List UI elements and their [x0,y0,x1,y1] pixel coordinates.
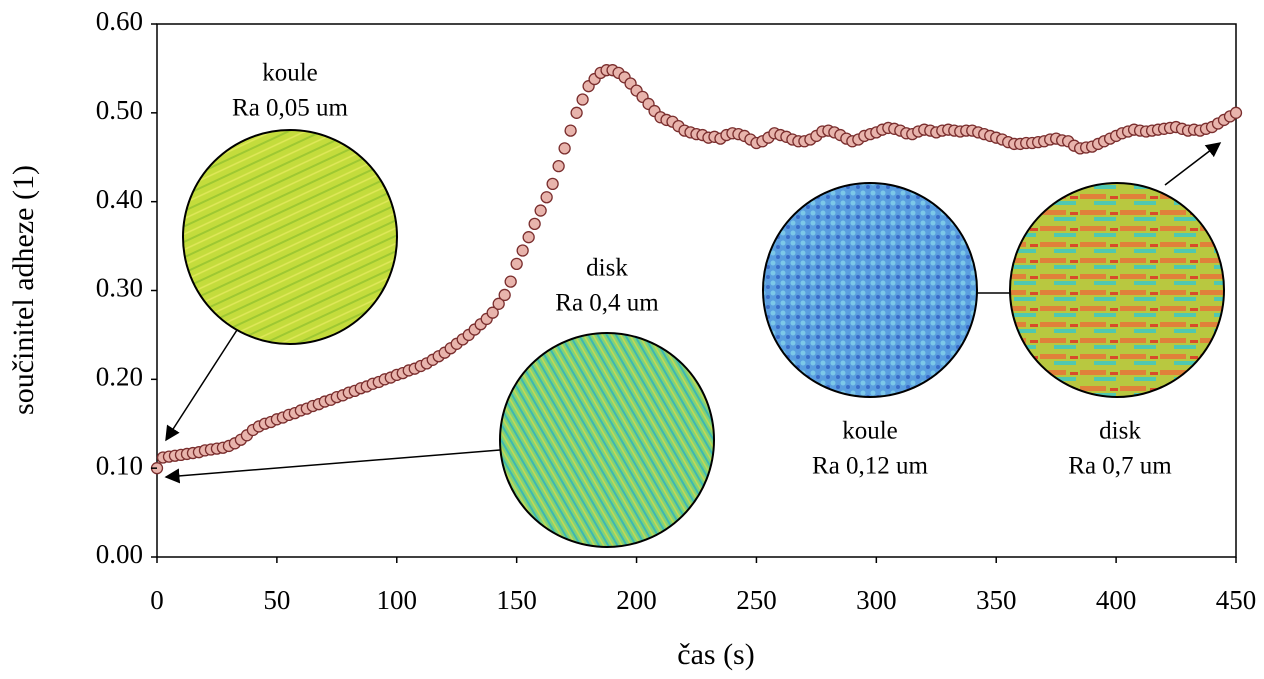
annotation: disk [1099,418,1141,445]
arrow [164,449,501,484]
x-tick-label: 0 [150,585,164,615]
x-tick-label: 100 [377,585,418,615]
x-tick-label: 200 [616,585,657,615]
insets [164,129,1225,548]
marker [546,177,559,191]
marker [492,297,505,310]
annotation: Ra 0,12 um [812,453,929,480]
y-axis-title: součinitel adheze (1) [7,165,40,415]
x-tick-label: 150 [496,585,537,615]
y-tick-label: 0.60 [96,6,143,36]
marker [486,306,499,319]
annotation: koule [842,418,898,445]
y-tick-label: 0.40 [96,184,143,214]
marker [558,142,571,155]
arrow [165,329,238,442]
marker [576,93,589,106]
marker [552,159,565,173]
annotation: disk [586,255,628,282]
marker [570,106,583,119]
markers [150,64,1243,475]
marker [540,191,553,204]
x-tick-label: 450 [1216,585,1257,615]
marker [504,275,517,288]
y-tick-label: 0.30 [96,273,143,303]
inset-image [762,182,978,398]
x-tick-label: 350 [976,585,1017,615]
marker [534,204,547,217]
marker [1229,106,1243,119]
annotation: Ra 0,4 um [555,290,659,317]
marker [498,288,511,302]
annotation: koule [262,60,318,87]
arrow [1164,142,1222,186]
inset-image [499,332,715,548]
y-tick-label: 0.50 [96,95,143,125]
x-tick-label: 250 [736,585,777,615]
inset-image [182,129,398,345]
annotation: Ra 0,05 um [232,95,349,122]
x-axis-title: čas (s) [677,638,754,671]
marker [516,244,529,257]
marker [522,231,535,244]
y-tick-label: 0.10 [96,450,143,480]
annotation: Ra 0,7 um [1068,453,1172,480]
x-tick-label: 300 [856,585,897,615]
marker [510,257,523,271]
x-tick-label: 400 [1096,585,1137,615]
marker [528,217,541,231]
y-tick-label: 0.00 [96,539,143,569]
x-tick-label: 50 [263,585,290,615]
marker [564,124,577,137]
inset-image [1009,182,1225,398]
y-tick-label: 0.20 [96,362,143,392]
